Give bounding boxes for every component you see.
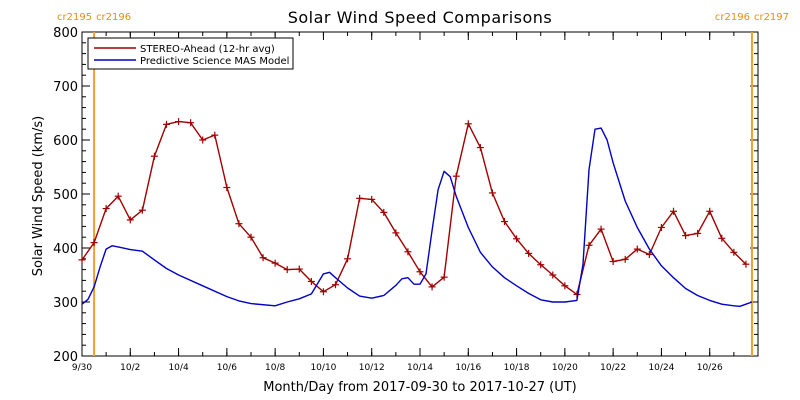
data-point-marker [513,235,521,243]
y-tick-label: 500 [53,188,78,203]
data-point-marker [247,233,255,241]
data-point-marker [609,258,617,265]
y-tick-label: 600 [53,134,78,149]
x-tick-label: 10/2 [120,363,140,373]
data-point-marker [307,277,315,285]
data-point-marker [464,120,472,128]
y-tick-label: 400 [53,242,78,257]
data-point-marker [501,218,508,226]
data-point-marker [730,248,738,256]
data-point-marker [718,234,726,242]
data-point-marker [657,223,665,231]
carrington-label-right: cr2196 [96,12,131,23]
carrington-label-left: cr2196 [715,12,750,23]
data-point-marker [706,207,714,215]
legend-box [87,37,294,70]
data-point-marker [199,136,207,144]
data-point-marker [187,119,195,127]
x-tick-label: 10/16 [455,363,481,373]
data-point-marker [416,268,424,276]
data-point-marker [138,206,146,214]
data-point-marker [645,250,653,258]
data-point-marker [488,189,496,197]
data-point-marker [670,207,677,215]
data-point-marker [114,192,122,200]
x-tick-label: 10/4 [168,363,188,373]
carrington-label-left: cr2195 [57,12,92,23]
data-point-marker [549,271,557,279]
data-point-marker [102,205,110,213]
x-tick-label: 10/18 [504,363,530,373]
x-tick-label: 10/20 [552,363,578,373]
data-point-marker [452,172,460,180]
legend-entry: Predictive Science MAS Model [140,56,289,67]
data-point-marker [585,241,593,249]
data-point-marker [223,184,231,192]
data-point-marker [476,144,484,152]
data-point-marker [356,194,364,202]
y-axis-label: Solar Wind Speed (km/s) [31,116,46,276]
data-point-marker [682,232,690,240]
plot-area: 200 300 400 500 600 700 800 9/30 10/2 10/4 10/6 10/… [53,12,789,373]
x-tick-label: 10/22 [600,363,626,373]
data-point-marker [283,266,291,274]
series-line-stereo-ahead [81,120,747,296]
data-point-marker [271,259,279,267]
y-tick-label: 700 [53,80,78,95]
series-line-mas-model [81,127,753,307]
x-axis-label: Month/Day from 2017-09-30 to 2017-10-27 … [263,380,576,395]
legend-entry: STEREO-Ahead (12-hr avg) [140,44,275,55]
data-point-marker [175,118,183,126]
data-point-marker [633,245,641,253]
y-tick-label: 200 [53,350,78,365]
data-point-marker [235,220,243,228]
data-point-marker [332,281,339,289]
data-point-marker [319,288,327,296]
x-tick-label: 10/10 [310,363,336,373]
data-point-marker [344,255,352,263]
chart-title: Solar Wind Speed Comparisons [288,8,553,27]
data-point-marker [368,195,376,203]
data-point-marker [295,265,303,273]
data-point-marker [150,152,158,160]
data-point-marker [428,283,436,291]
data-point-marker [78,256,86,264]
y-tick-label: 800 [53,26,78,41]
data-point-marker [126,216,134,224]
y-tick-label: 300 [53,296,78,311]
data-point-marker [440,273,448,281]
x-tick-label: 10/24 [648,363,674,373]
data-point-marker [380,208,388,216]
x-tick-label: 10/26 [697,363,723,373]
data-point-marker [392,229,400,237]
x-tick-label: 10/14 [407,363,433,373]
x-tick-label: 10/12 [359,363,385,373]
data-point-marker [211,131,219,139]
data-point-marker [694,229,702,237]
legend: STEREO-Ahead (12-hr avg)Predictive Scien… [87,37,294,70]
data-point-marker [537,261,545,269]
data-point-marker [404,248,412,256]
data-point-marker [621,255,629,263]
carrington-label-right: cr2197 [754,12,789,23]
data-point-marker [90,239,98,247]
data-point-marker [597,225,605,233]
data-point-marker [163,120,170,128]
data-point-marker [525,249,533,257]
x-tick-label: 9/30 [72,363,92,373]
data-point-marker [561,282,569,290]
x-tick-label: 10/8 [265,363,285,373]
data-point-marker [259,254,267,262]
data-point-marker [742,260,750,268]
plot-frame [81,31,759,357]
x-tick-label: 10/6 [217,363,237,373]
